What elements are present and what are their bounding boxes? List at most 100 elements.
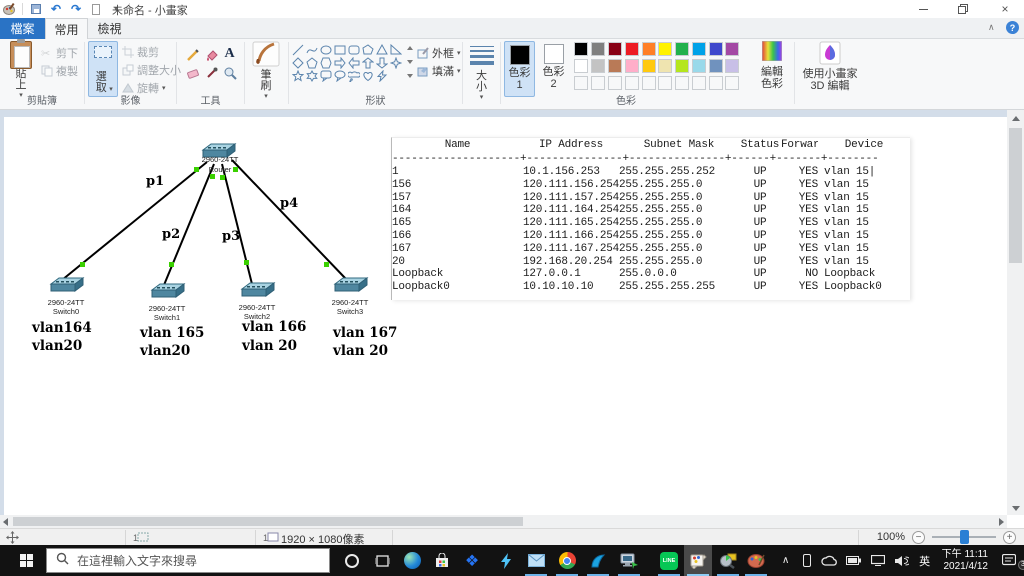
display-icon[interactable] <box>866 555 890 566</box>
line-app-icon[interactable]: LINE <box>655 545 683 576</box>
vertical-scrollbar[interactable] <box>1007 110 1024 515</box>
vertical-scroll-thumb[interactable] <box>1009 128 1022 263</box>
paint3d-button[interactable]: 使用小畫家 3D 編輯 <box>800 41 860 92</box>
palette-color[interactable] <box>641 59 656 74</box>
shape-polygon[interactable] <box>361 43 375 56</box>
shapes-scroll-up-icon[interactable] <box>407 46 413 50</box>
shape-oval[interactable] <box>319 43 333 56</box>
shape-down-arrow[interactable] <box>375 56 389 69</box>
shape-pentagon[interactable] <box>305 56 319 69</box>
restore-button[interactable] <box>946 0 980 18</box>
zap-icon[interactable] <box>492 545 520 576</box>
wireshark-icon[interactable] <box>584 545 612 576</box>
store-icon[interactable] <box>428 545 456 576</box>
palette-color[interactable] <box>641 42 656 57</box>
minimize-button[interactable] <box>906 0 940 18</box>
chrome-icon[interactable] <box>553 545 581 576</box>
shape-lightning[interactable] <box>375 69 389 82</box>
copy-button[interactable]: 複製 <box>41 63 78 79</box>
palette-color[interactable] <box>624 59 639 74</box>
tab-view[interactable]: 檢視 <box>97 22 122 36</box>
brushes-button[interactable]: 筆刷 ▾ <box>249 41 283 100</box>
shape-five-point-star[interactable] <box>291 69 305 82</box>
shape-up-arrow[interactable] <box>361 56 375 69</box>
qat-customize-button[interactable]: ▾ <box>114 6 118 13</box>
palette-color[interactable] <box>658 59 673 74</box>
horizontal-scrollbar[interactable] <box>0 515 1007 528</box>
shape-line[interactable] <box>291 43 305 56</box>
switch0-device-icon[interactable] <box>48 277 86 297</box>
rotate-button[interactable]: 旋轉 ▾ <box>122 80 166 96</box>
paste-button[interactable]: 貼上 ▾ <box>6 39 36 99</box>
task-view-icon[interactable] <box>368 545 396 576</box>
dropbox-icon[interactable]: ❖ <box>464 552 480 570</box>
magnifier-tool-icon[interactable] <box>222 65 237 80</box>
palette-color[interactable] <box>675 42 690 57</box>
palette-color[interactable] <box>691 42 706 57</box>
start-button[interactable] <box>8 545 44 576</box>
palette-empty-slot[interactable] <box>658 75 673 90</box>
horizontal-scroll-thumb[interactable] <box>13 517 523 526</box>
pencil-tool-icon[interactable] <box>185 47 200 62</box>
switch2-device-icon[interactable] <box>239 282 277 302</box>
edge-icon[interactable] <box>398 545 426 576</box>
shape-six-point-star[interactable] <box>305 69 319 82</box>
shape-triangle[interactable] <box>375 43 389 56</box>
shapes-expand-icon[interactable] <box>407 74 413 78</box>
edit-colors-button[interactable]: 編輯色彩 <box>754 40 790 90</box>
zoom-slider-thumb[interactable] <box>960 530 969 544</box>
mail-icon[interactable] <box>522 545 550 576</box>
help-icon[interactable]: ? <box>1006 21 1019 34</box>
tray-chevron-up-icon[interactable]: ∧ <box>782 555 790 566</box>
palette-color[interactable] <box>725 42 740 57</box>
zoom-out-button[interactable]: − <box>912 530 925 544</box>
shape-rounded-callout[interactable] <box>319 69 333 82</box>
shape-curve[interactable] <box>305 43 319 56</box>
packet-tracer-icon[interactable] <box>615 545 643 576</box>
undo-button[interactable]: ↶ <box>50 2 62 16</box>
shape-rectangle[interactable] <box>333 43 347 56</box>
cut-button[interactable]: ✂ 剪下 <box>41 48 78 60</box>
palette-empty-slot[interactable] <box>675 75 690 90</box>
switch3-device-icon[interactable] <box>332 277 370 297</box>
palette-color[interactable] <box>708 42 723 57</box>
shape-right-triangle[interactable] <box>389 43 403 56</box>
switch1-device-icon[interactable] <box>149 283 187 303</box>
scroll-up-icon[interactable] <box>1012 116 1020 121</box>
text-tool-icon[interactable]: A <box>224 45 235 61</box>
battery-icon[interactable] <box>842 556 866 565</box>
palette-color[interactable] <box>708 59 723 74</box>
shape-rounded-rectangle[interactable] <box>347 43 361 56</box>
size-button[interactable]: 大小 ▾ <box>465 43 498 101</box>
palette-empty-slot[interactable] <box>624 75 639 90</box>
onedrive-cloud-icon[interactable] <box>818 555 842 566</box>
network-magnifier-icon[interactable] <box>714 545 742 576</box>
resize-button[interactable]: 調整大小 <box>122 62 181 78</box>
clock[interactable]: 下午 11:11 2021/4/12 <box>942 549 988 573</box>
shape-diamond[interactable] <box>291 56 305 69</box>
router-device-icon[interactable] <box>200 143 238 163</box>
shape-oval-callout[interactable] <box>333 69 347 82</box>
phone-icon[interactable] <box>796 554 818 567</box>
palette-color[interactable] <box>691 59 706 74</box>
palette-color[interactable] <box>591 59 606 74</box>
palette-color[interactable] <box>658 42 673 57</box>
drawing-canvas[interactable]: 2960-24TT Router 2960-24TT Switch0 2960-… <box>4 117 1007 515</box>
eraser-tool-icon[interactable] <box>185 65 200 80</box>
scroll-down-icon[interactable] <box>1012 506 1020 511</box>
tab-home[interactable]: 常用 <box>45 18 88 39</box>
crop-button[interactable]: 裁剪 <box>122 44 159 60</box>
save-button[interactable] <box>29 2 43 16</box>
palette-color[interactable] <box>725 59 740 74</box>
paint-taskbar-icon[interactable] <box>684 545 712 576</box>
palette-empty-slot[interactable] <box>641 75 656 90</box>
shape-outline-button[interactable]: 外框 ▾ <box>417 45 461 61</box>
shape-four-point-star[interactable] <box>389 56 403 69</box>
palette-empty-slot[interactable] <box>574 75 589 90</box>
palette-app-icon[interactable] <box>742 545 770 576</box>
eyedropper-tool-icon[interactable] <box>204 65 219 80</box>
close-button[interactable]: × <box>1001 2 1009 16</box>
shape-fill-button[interactable]: 填滿 ▾ <box>417 63 461 79</box>
notification-center-icon[interactable]: 3 <box>994 554 1024 570</box>
palette-color[interactable] <box>607 42 622 57</box>
